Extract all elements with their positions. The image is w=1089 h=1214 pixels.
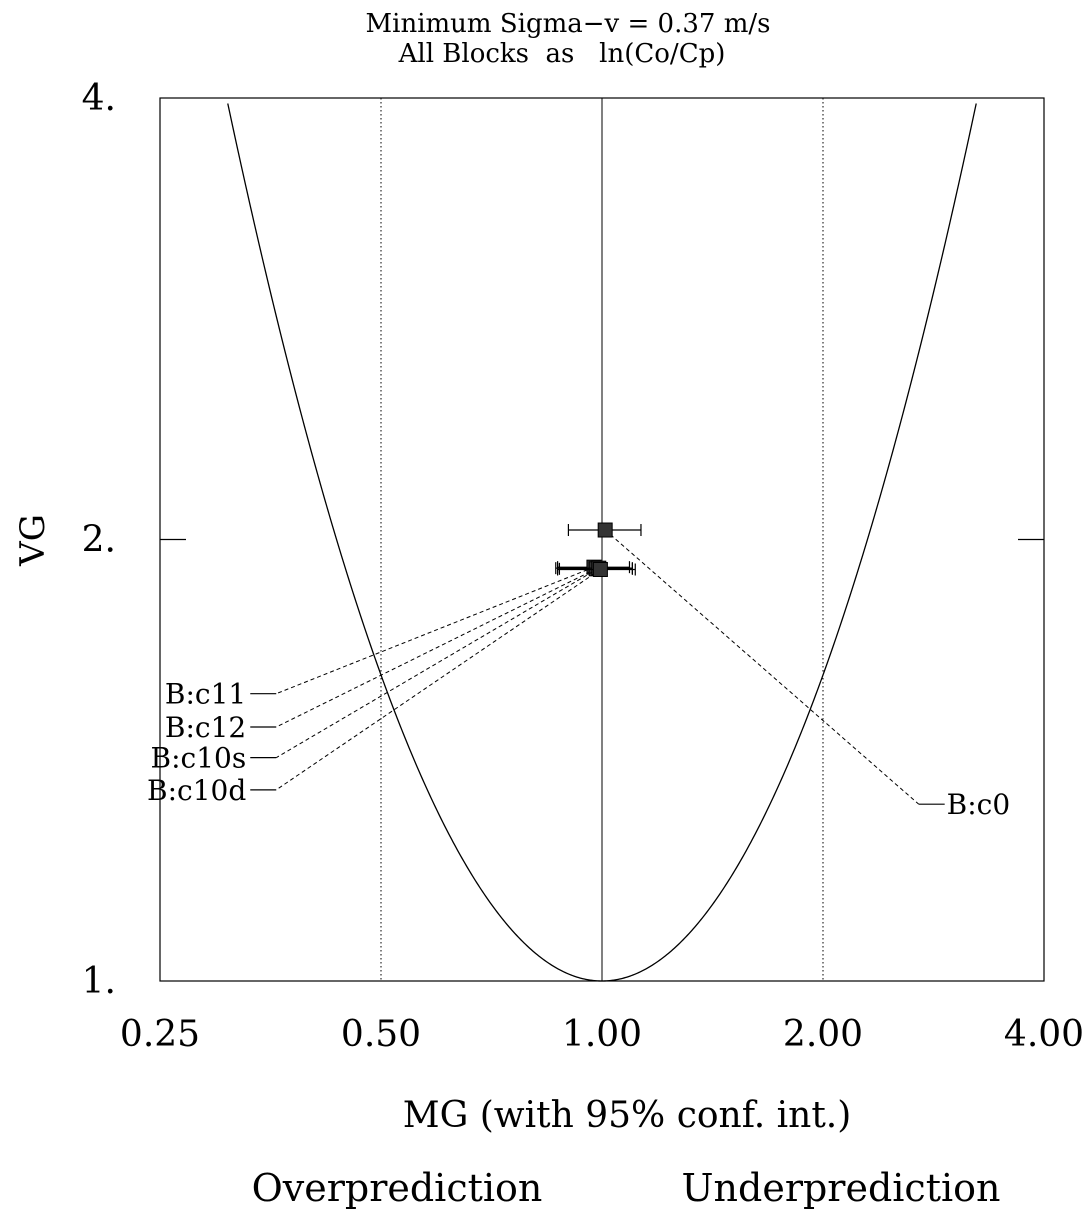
footer-overprediction: Overprediction (252, 1166, 543, 1210)
point-marker-b-c10d (592, 561, 608, 577)
leader-line-b-c10d (275, 569, 601, 791)
reference-lines (380, 98, 824, 981)
point-label-b-c10d: B:c10d (147, 774, 246, 807)
x-tick-label-4.00: 4.00 (1004, 1014, 1084, 1055)
x-axis-label: MG (with 95% conf. int.) (403, 1095, 852, 1136)
point-label-b-c0: B:c0 (947, 788, 1011, 821)
chart-title-line-2: All Blocks as ln(Co/Cp) (398, 39, 726, 69)
x-tick-label-0.50: 0.50 (341, 1014, 421, 1055)
x-tick-label-2.00: 2.00 (783, 1014, 863, 1055)
x-tick-label-1.00: 1.00 (562, 1014, 642, 1055)
y-tick-label-4.: 4. (82, 78, 116, 119)
y-tick-label-2.: 2. (82, 520, 116, 561)
axis-ticks: 0.25 0.50 1.00 2.00 4.00 1. 2. 4. (82, 78, 1084, 1055)
y-axis-label: VG (13, 514, 53, 567)
y-tick-label-1.: 1. (82, 961, 116, 1002)
leader-line-b-c12 (276, 568, 597, 728)
x-tick-label-0.25: 0.25 (120, 1014, 200, 1055)
point-group-b-c12: B:c12 (165, 561, 633, 744)
point-marker-b-c0 (597, 522, 613, 538)
leader-line-b-c0 (604, 529, 920, 805)
point-group-b-c10d: B:c10d (147, 561, 636, 807)
leader-line-b-c11 (276, 566, 595, 695)
point-group-b-c0: B:c0 (567, 522, 1011, 821)
minimum-vg-curve (227, 103, 977, 982)
minimum-vg-curve-layer (227, 103, 977, 982)
point-group-b-c10s: B:c10s (151, 560, 633, 775)
leader-line-b-c10s (276, 567, 600, 759)
footer-underprediction: Underprediction (682, 1166, 1001, 1210)
point-label-b-c12: B:c12 (165, 711, 246, 744)
chart-title-line-1: Minimum Sigma−v = 0.37 m/s (366, 9, 771, 39)
point-label-b-c10s: B:c10s (151, 742, 247, 775)
point-label-b-c11: B:c11 (165, 678, 246, 711)
point-group-b-c11: B:c11 (165, 559, 631, 711)
